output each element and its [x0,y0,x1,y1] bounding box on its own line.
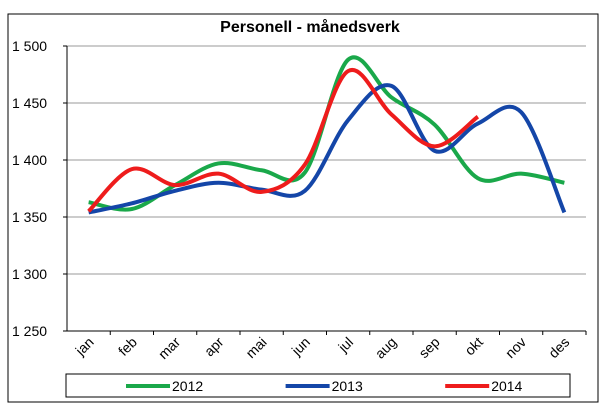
x-tick-label: jun [288,334,313,359]
y-tick-label: 1 400 [12,152,47,168]
x-tick-label: des [545,334,572,361]
x-tick-label: mai [242,334,269,361]
legend-label: 2013 [332,378,363,394]
legend-label: 2014 [491,378,522,394]
chart-title: Personell - månedsverk [220,18,400,36]
x-tick-label: okt [461,334,486,359]
chart-frame [7,13,599,403]
y-tick-label: 1 450 [12,95,47,111]
x-tick-label: mar [155,334,184,363]
series-line [87,68,480,213]
x-tick-label: feb [115,334,140,359]
x-tick-label: jan [72,334,97,359]
x-tick-label: nov [502,334,529,361]
legend-label: 2012 [172,378,203,394]
x-tick-label: apr [201,334,227,360]
y-tick-label: 1 250 [12,323,47,339]
y-tick-label: 1 500 [12,38,47,54]
x-tick-label: sep [415,334,442,361]
series-line [88,55,565,212]
y-tick-label: 1 350 [12,209,47,225]
x-tick-label: aug [372,334,400,362]
y-tick-label: 1 300 [12,266,47,282]
series-line [88,83,567,215]
x-tick-label: jul [334,334,356,356]
